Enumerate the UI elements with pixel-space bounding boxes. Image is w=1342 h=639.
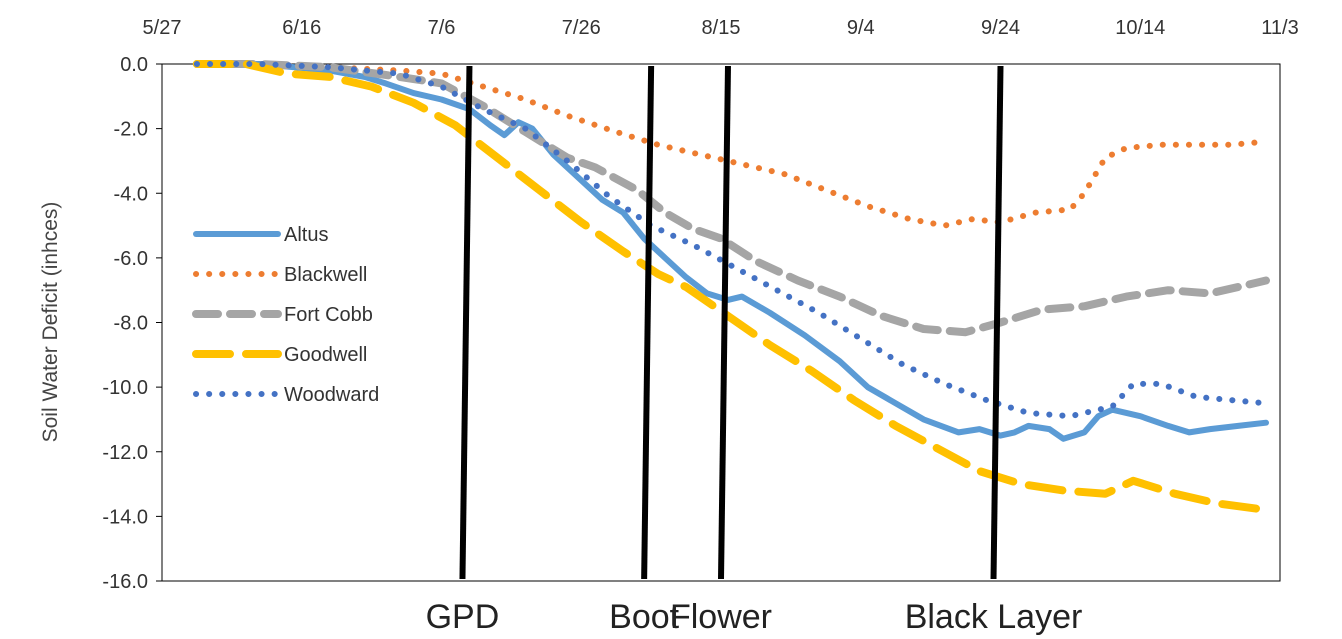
x-tick-label: 8/15 [702,17,741,39]
growth-stage-line [718,65,731,580]
growth-stage-line [459,65,473,580]
x-tick-label: 11/3 [1261,17,1298,39]
x-tick-label: 6/16 [282,17,321,39]
growth-stage-label: Black Layer [905,598,1083,636]
y-tick-label: -6.0 [114,248,148,270]
growth-stage-label: Boot [609,598,679,636]
y-axis-title: Soil Water Deficit (inhces) [39,202,62,443]
legend-label: Woodward [284,384,379,406]
y-tick-label: -14.0 [102,506,148,528]
y-tick-label: -10.0 [102,377,148,399]
x-tick-label: 9/24 [981,17,1020,39]
legend-label: Fort Cobb [284,304,373,326]
growth-stage-line [990,65,1004,580]
y-tick-label: -4.0 [114,183,148,205]
y-tick-label: -12.0 [102,442,148,464]
y-tick-label: -2.0 [114,119,148,141]
y-tick-label: -8.0 [114,313,148,335]
series-line-goodwell [192,60,1270,514]
growth-stage-label: Flower [670,598,772,636]
legend-label: Goodwell [284,344,367,366]
x-tick-label: 7/26 [562,17,601,39]
series-layer [192,60,1270,514]
series-line-woodward [193,61,1269,420]
legend-label: Blackwell [284,264,367,286]
series-line-blackwell [193,61,1269,229]
x-tick-label: 7/6 [428,17,456,39]
y-tick-label: 0.0 [120,54,148,76]
y-axis-ticks: 0.0 -2.0 -4.0 -6.0 -8.0 -10.0 -12.0 -14.0 -16.0 [102,54,162,593]
legend-label: Altus [284,224,328,246]
growth-stage-line [641,65,655,580]
x-tick-label: 9/4 [847,17,875,39]
x-axis-ticks: 5/27 6/16 7/6 7/26 8/15 9/4 9/24 10/14 11/3 [143,17,1299,39]
growth-stage-label: GPD [426,598,500,636]
x-tick-label: 10/14 [1115,17,1165,39]
legend: Altus Blackwell Fort Cobb Goodwell Woodward [192,224,379,406]
x-tick-label: 5/27 [143,17,182,39]
series-line-altus [193,61,1269,442]
y-tick-label: -16.0 [102,571,148,593]
